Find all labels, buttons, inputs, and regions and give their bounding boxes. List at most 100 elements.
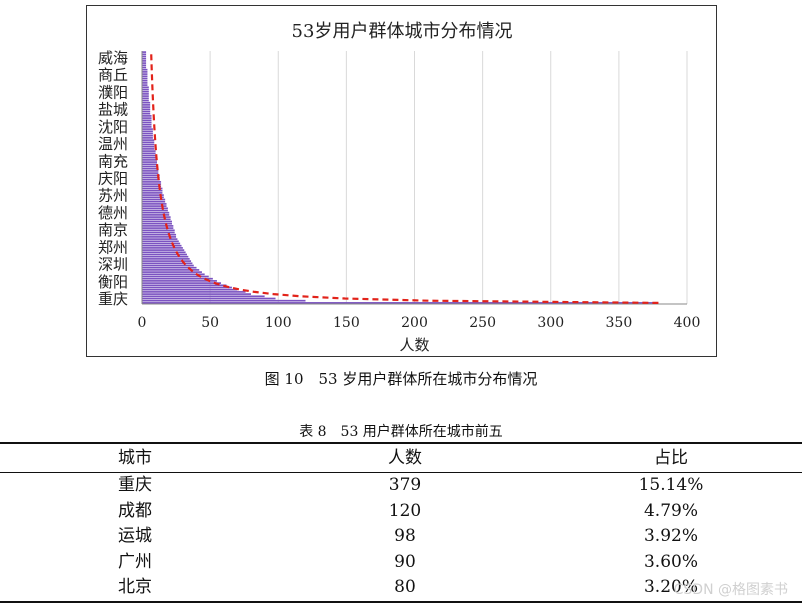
trendline [150, 52, 659, 304]
x-axis-title: 人数 [399, 336, 429, 354]
bar [142, 275, 209, 278]
table-row: 运城 98 3.92% [0, 524, 802, 550]
table-row: 北京 80 3.20% [0, 575, 802, 602]
bar [142, 64, 147, 67]
bar [142, 209, 168, 212]
bar [142, 255, 189, 258]
bar [142, 198, 166, 201]
bar [142, 167, 159, 170]
bar [142, 211, 170, 214]
bar [142, 154, 156, 157]
bar [142, 150, 156, 152]
bar [142, 196, 164, 199]
bar [142, 130, 153, 133]
bar [142, 266, 197, 269]
bar [142, 192, 163, 194]
bar [142, 90, 149, 93]
cell-share: 3.92% [643, 526, 698, 547]
cell-count: 120 [388, 500, 422, 521]
x-tick-label: 150 [333, 315, 360, 331]
bar [142, 271, 202, 273]
bar [142, 165, 157, 168]
bar [142, 156, 156, 159]
bar [142, 126, 152, 128]
cell-city: 北京 [118, 577, 152, 598]
bar [142, 200, 166, 203]
bar [142, 86, 149, 89]
bar [142, 121, 152, 124]
bar [142, 262, 193, 265]
bar [142, 75, 148, 78]
bar [142, 99, 149, 102]
bar [142, 152, 156, 155]
table-caption: 表 8 53 用户群体所在城市前五 [299, 424, 503, 440]
bar [142, 132, 153, 135]
bar [142, 117, 152, 119]
bar [142, 302, 659, 304]
bar [142, 187, 163, 190]
bar [142, 108, 151, 111]
chart-frame: 53岁用户群体城市分布情况 0 50 100 150 200 250 300 350 400 重庆衡… [86, 5, 717, 357]
bar [142, 141, 155, 144]
bar [142, 216, 171, 218]
y-category-label: 苏州 [98, 187, 128, 205]
bar [142, 291, 246, 293]
bar [142, 51, 147, 53]
top5-city-table: 城市 人数 占比 重庆 379 15.14% 成都 120 4.79% 运城 9… [0, 442, 802, 603]
bar [142, 71, 148, 73]
bar [142, 119, 152, 122]
bar [142, 251, 186, 254]
y-category-label: 南充 [98, 152, 128, 170]
bar [142, 134, 153, 137]
cell-city: 广州 [118, 551, 152, 572]
x-tick-label: 350 [606, 315, 633, 331]
bar [142, 57, 147, 60]
cell-count: 379 [388, 475, 422, 496]
bar [142, 93, 149, 95]
bar [142, 222, 172, 225]
cell-count: 98 [394, 526, 416, 547]
bar [142, 101, 151, 104]
table-header-row: 城市 人数 占比 [0, 443, 802, 473]
bar [142, 214, 170, 216]
x-tick-label: 300 [537, 315, 564, 331]
bar [142, 163, 157, 166]
bar [142, 203, 167, 205]
bar [142, 205, 167, 207]
bar [142, 178, 160, 181]
bar [142, 172, 159, 174]
figure-caption: 图 10 53 岁用户群体所在城市分布情况 [264, 370, 538, 388]
x-tick-label: 0 [138, 315, 147, 331]
bar [142, 253, 187, 256]
bar [142, 293, 251, 295]
watermark: CSDN @格图素书 [673, 582, 788, 598]
x-tick-label: 50 [201, 315, 219, 331]
cell-share: 4.79% [643, 500, 698, 521]
header-city: 城市 [118, 447, 152, 468]
bar [142, 181, 162, 183]
y-category-label: 重庆 [98, 290, 128, 308]
bar [142, 273, 205, 276]
cell-city: 重庆 [118, 475, 152, 496]
bar [142, 269, 200, 271]
bar [142, 159, 157, 161]
cell-city: 运城 [118, 526, 152, 547]
bar [142, 249, 185, 251]
bar [142, 145, 155, 148]
x-tick-label: 400 [674, 315, 701, 331]
bar [142, 207, 168, 210]
bar [142, 161, 157, 163]
bar [142, 73, 148, 75]
bar [142, 189, 163, 192]
bar [142, 174, 160, 177]
bar [142, 284, 227, 287]
x-tick-label: 100 [265, 315, 292, 331]
bar [142, 112, 151, 115]
bar [142, 286, 232, 289]
cell-city: 成都 [118, 500, 152, 521]
bar [142, 106, 151, 108]
bar [142, 185, 162, 188]
bar [142, 299, 306, 302]
bar [142, 104, 151, 106]
y-category-label: 濮阳 [98, 83, 128, 101]
